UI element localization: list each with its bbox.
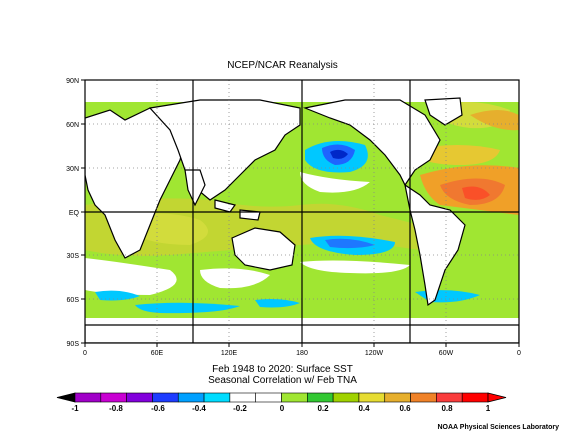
colorbar-label: 1 [486, 404, 491, 413]
colorbar-label: -1 [71, 404, 79, 413]
subtitle-period: Feb 1948 to 2020: Surface SST [212, 364, 353, 375]
map-title: NCEP/NCAR Reanalysis [227, 60, 338, 71]
lon-label: 180 [296, 350, 308, 357]
colorbar-swatch [307, 392, 334, 403]
colorbar-swatch [152, 392, 179, 403]
colorbar-swatch [203, 392, 231, 403]
colorbar-swatch [410, 392, 437, 403]
lon-label: 120W [365, 350, 384, 357]
colorbar-label: -0.2 [233, 404, 247, 413]
colorbar-swatch [436, 392, 463, 403]
colorbar-label: -0.4 [192, 404, 206, 413]
latitude-labels: 90N 60N 30N EQ 30S 60S 90S [66, 78, 79, 348]
colorbar [56, 392, 507, 403]
colorbar-labels: -1 -0.8 -0.6 -0.4 -0.2 0 0.2 0.4 0.6 0.8… [71, 404, 490, 413]
lat-label: 60N [66, 122, 79, 129]
colorbar-swatch [384, 392, 411, 403]
lat-label: 90N [66, 78, 79, 85]
lat-label: 90S [67, 341, 80, 348]
colorbar-swatch [255, 392, 282, 403]
lon-label: 120E [221, 350, 238, 357]
lat-label: 30S [67, 253, 80, 260]
colorbar-label: 0.4 [358, 404, 370, 413]
colorbar-label: 0.8 [441, 404, 453, 413]
colorbar-label: -0.8 [109, 404, 123, 413]
lon-label: 0 [517, 350, 521, 357]
reference-lines [85, 80, 519, 343]
colorbar-max-arrow [487, 392, 507, 403]
colorbar-swatch [281, 392, 308, 403]
longitude-labels: 0 60E 120E 180 120W 60W 0 [83, 350, 521, 357]
lat-label: 30N [66, 166, 79, 173]
colorbar-swatch [229, 392, 256, 403]
lon-label: 60E [151, 350, 164, 357]
colorbar-swatch [74, 392, 102, 403]
colorbar-label: -0.6 [151, 404, 165, 413]
colorbar-label: 0.2 [317, 404, 329, 413]
colorbar-swatch [332, 392, 360, 403]
colorbar-label: 0.6 [399, 404, 411, 413]
subtitle-description: Seasonal Correlation w/ Feb TNA [208, 375, 357, 386]
lat-label: 60S [67, 297, 80, 304]
colorbar-swatch [358, 392, 386, 403]
colorbar-label: 0 [280, 404, 285, 413]
colorbar-swatch [177, 392, 205, 403]
colorbar-swatch [126, 392, 153, 403]
lon-label: 60W [439, 350, 454, 357]
lat-label: EQ [69, 210, 80, 217]
colorbar-swatch [100, 392, 127, 403]
credit-text: NOAA Physical Sciences Laboratory [437, 424, 559, 431]
lon-label: 0 [83, 350, 87, 357]
colorbar-swatch [461, 392, 489, 403]
colorbar-min-arrow [56, 392, 76, 403]
